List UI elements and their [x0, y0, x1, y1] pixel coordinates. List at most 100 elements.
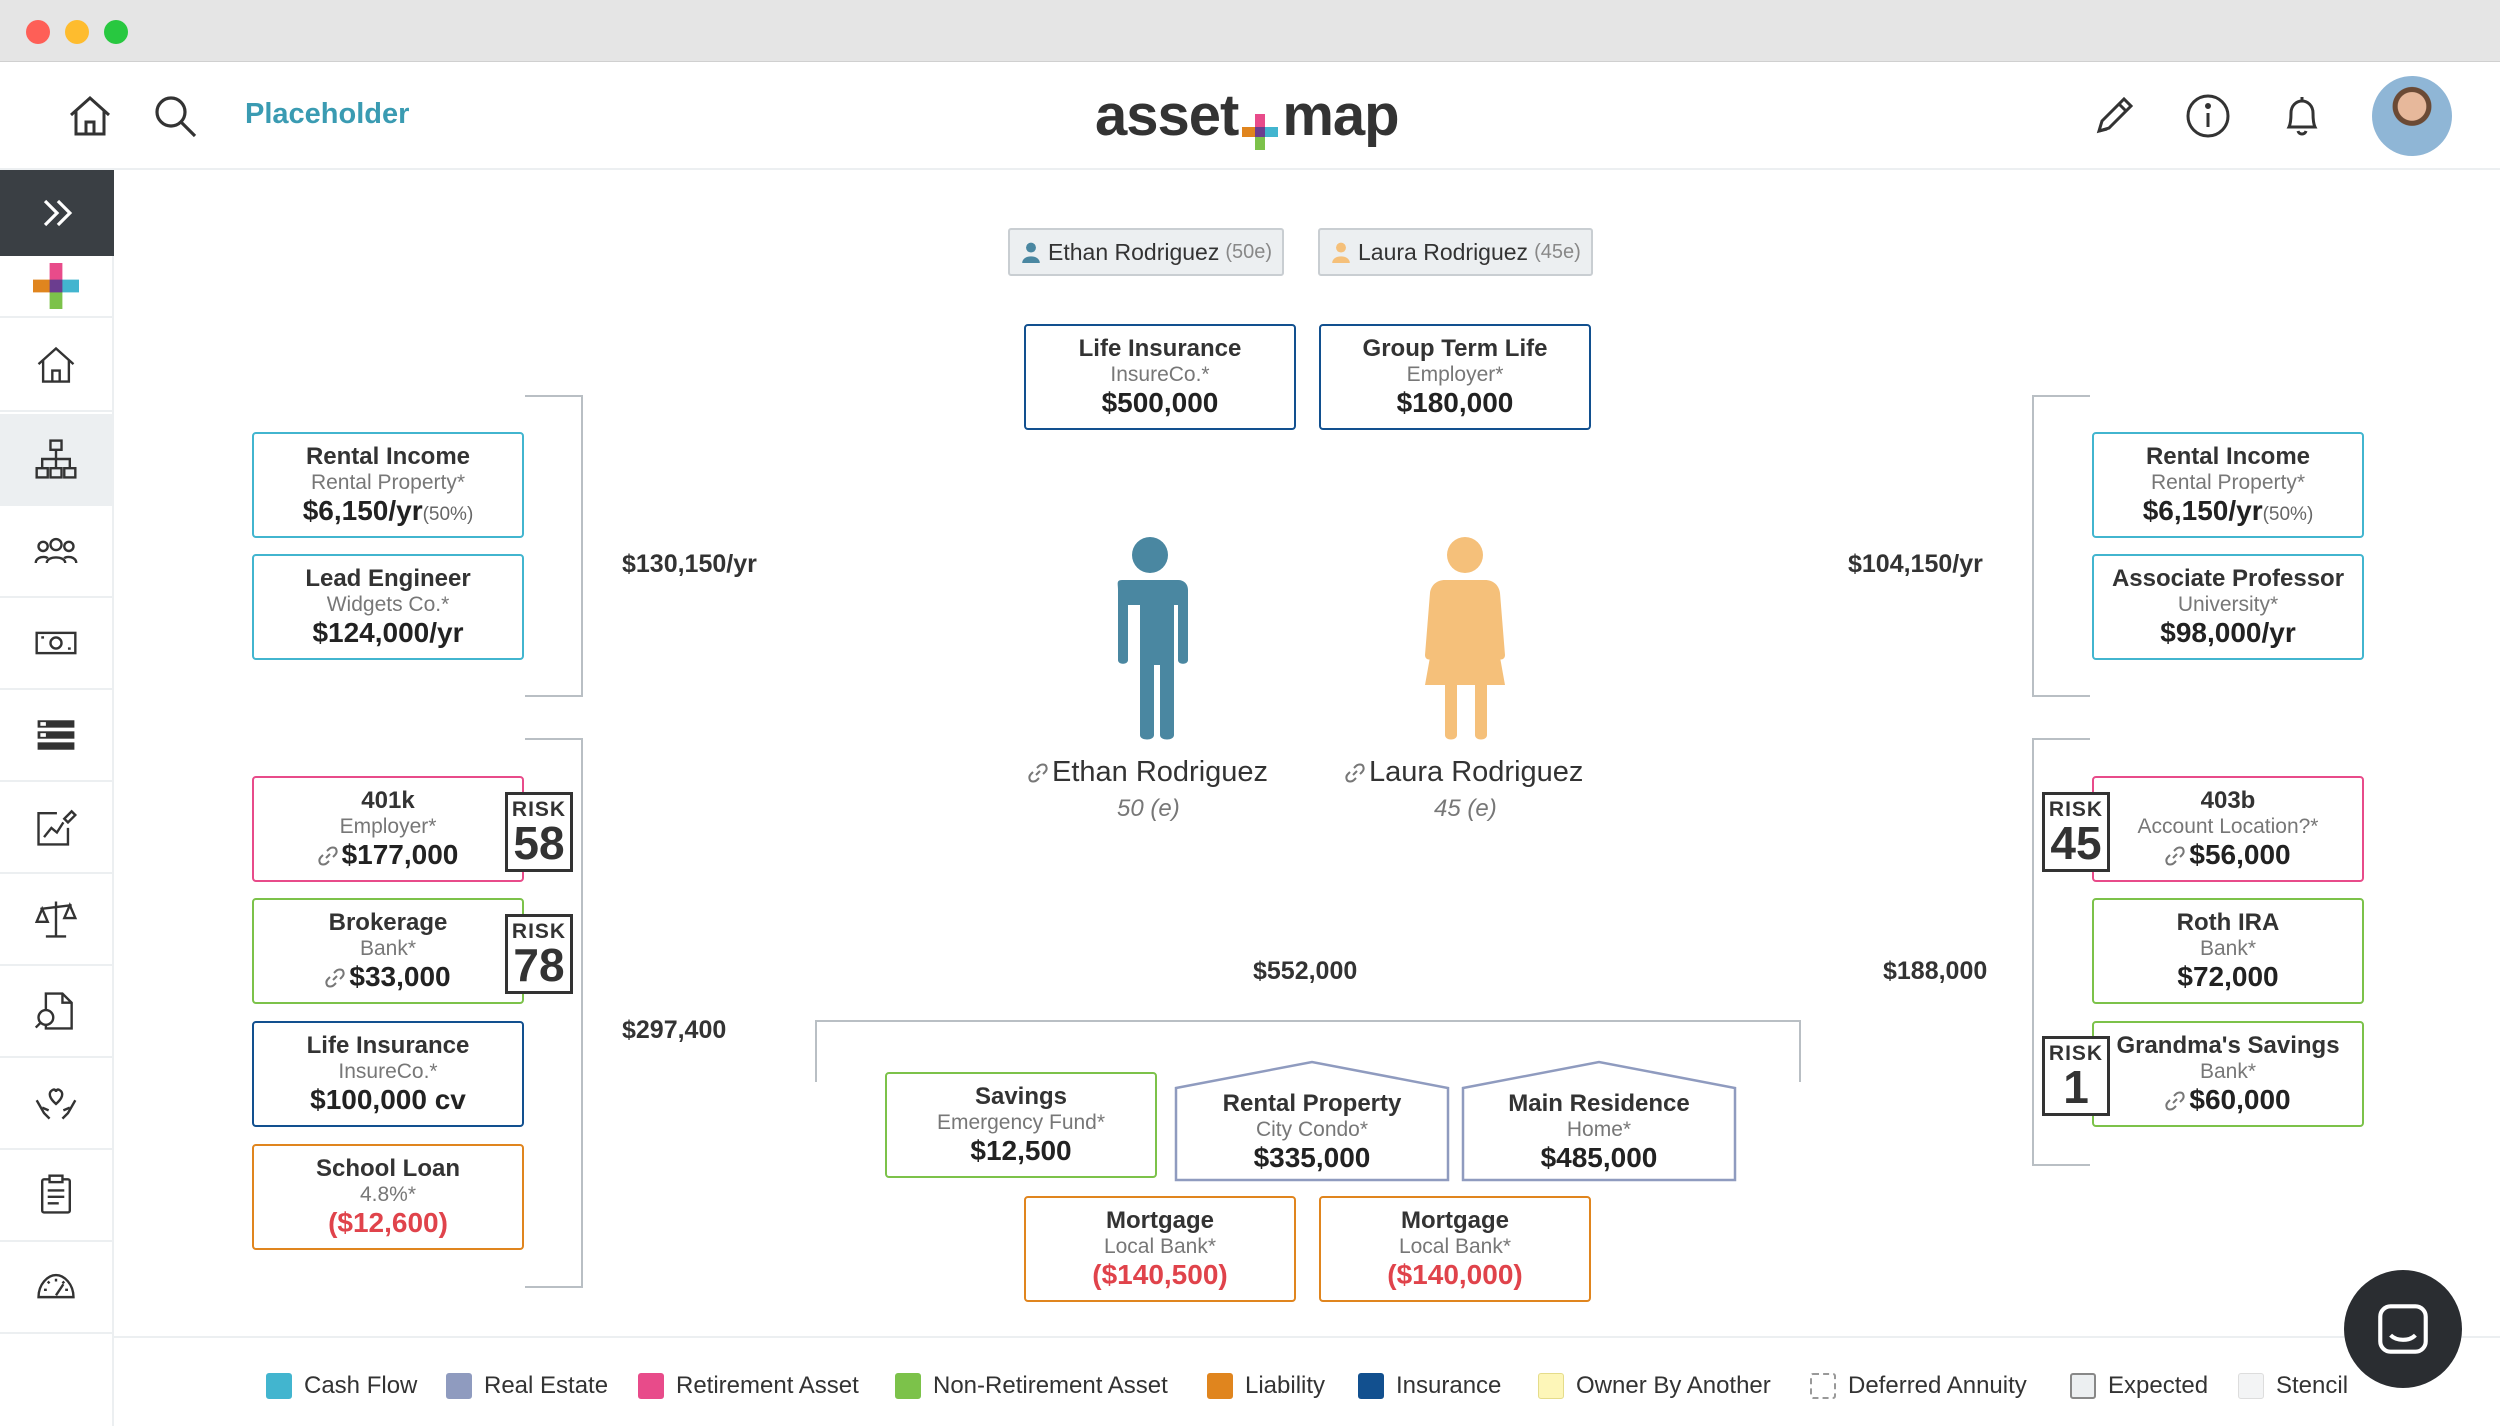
sidebar-item-asset-map[interactable] — [0, 414, 112, 506]
ethan-figure-icon — [1117, 537, 1188, 740]
legend-label: Insurance — [1396, 1372, 1502, 1399]
left-income-card-rental[interactable]: Rental Income Rental Property* $6,150/yr… — [252, 432, 524, 538]
logo-text-left: asset — [1095, 82, 1239, 148]
sidebar-item-balance[interactable] — [0, 874, 112, 966]
plus-logo-icon — [33, 263, 79, 309]
home-icon[interactable] — [62, 88, 118, 144]
right-income-card-rental[interactable]: Rental Income Rental Property* $6,150/yr… — [2092, 432, 2364, 538]
left-asset-card-life-insurance[interactable]: Life Insurance InsureCo.* $100,000 cv — [252, 1021, 524, 1127]
insurance-card-group-term[interactable]: Group Term Life Employer* $180,000 — [1319, 324, 1591, 430]
right-asset-card-403b[interactable]: 403b Account Location?* $56,000 — [2092, 776, 2364, 882]
person-tag-ethan[interactable]: Ethan Rodriguez (50e) — [1008, 228, 1285, 276]
link-icon — [317, 846, 338, 866]
card-value-amount: $60,000 — [2189, 1083, 2291, 1115]
left-asset-card-401k[interactable]: 401k Employer* $177,000 — [252, 776, 524, 882]
right-asset-card-grandmas-savings[interactable]: Grandma's Savings Bank* $60,000 — [2092, 1021, 2364, 1127]
placeholder-link[interactable]: Placeholder — [245, 98, 410, 130]
scales-icon — [34, 901, 78, 938]
risk-badge[interactable]: RISK 78 — [505, 914, 573, 994]
link-icon — [2165, 1091, 2186, 1111]
card-value: $6,150/yr(50%) — [303, 495, 474, 527]
sidebar-item-cash[interactable] — [0, 598, 112, 690]
sidebar-item-documents[interactable] — [0, 966, 112, 1058]
risk-badge[interactable]: RISK 45 — [2042, 792, 2110, 872]
left-income-card-engineer[interactable]: Lead Engineer Widgets Co.* $124,000/yr — [252, 554, 524, 660]
risk-badge[interactable]: RISK 58 — [505, 792, 573, 872]
legend-item-deferred-annuity[interactable]: Deferred Annuity — [1810, 1372, 2027, 1400]
card-title: 403b — [2200, 787, 2256, 815]
right-asset-card-roth-ira[interactable]: Roth IRA Bank* $72,000 — [2092, 898, 2364, 1004]
card-title: Associate Professor — [2111, 565, 2345, 593]
maximize-window-button[interactable] — [104, 20, 128, 44]
legend-item-insurance[interactable]: Insurance — [1358, 1372, 1501, 1400]
sidebar-expand-button[interactable] — [0, 170, 114, 256]
card-value: $56,000 — [2165, 839, 2291, 871]
card-value-percent: (50%) — [2262, 503, 2314, 525]
document-search-icon — [34, 992, 73, 1030]
legend-item-non-retirement-asset[interactable]: Non-Retirement Asset — [895, 1372, 1168, 1400]
legend-swatch — [2238, 1373, 2264, 1399]
person-tag-laura[interactable]: Laura Rodriguez (45e) — [1318, 228, 1593, 276]
legend-item-stencil[interactable]: Stencil — [2238, 1372, 2348, 1400]
card-subtitle: Emergency Fund* — [936, 1110, 1106, 1134]
left-asset-card-brokerage[interactable]: Brokerage Bank* $33,000 — [252, 898, 524, 1004]
card-title: Mortgage — [1401, 1207, 1509, 1235]
legend-swatch — [1358, 1373, 1384, 1399]
card-title: Lead Engineer — [305, 565, 471, 593]
card-value: $12,500 — [970, 1134, 1072, 1166]
legend-item-liability[interactable]: Liability — [1207, 1372, 1325, 1400]
chat-launcher-button[interactable] — [2344, 1270, 2462, 1388]
risk-label: RISK — [2048, 798, 2104, 821]
sidebar-logo-plus — [0, 256, 112, 318]
card-title: Grandma's Savings — [2116, 1032, 2340, 1060]
minimize-window-button[interactable] — [65, 20, 89, 44]
search-icon[interactable] — [147, 88, 203, 144]
info-icon[interactable] — [2180, 88, 2236, 144]
legend-item-cash-flow[interactable]: Cash Flow — [266, 1372, 417, 1400]
card-title: Life Insurance — [1078, 335, 1242, 363]
card-title: Group Term Life — [1362, 335, 1548, 363]
sidebar-item-accounts[interactable] — [0, 690, 112, 782]
avatar[interactable] — [2372, 76, 2452, 156]
insurance-card-life[interactable]: Life Insurance InsureCo.* $500,000 — [1024, 324, 1296, 430]
legend-item-owner-by-another[interactable]: Owner By Another — [1538, 1372, 1771, 1400]
double-chevron-right-icon — [43, 199, 73, 227]
joint-asset-card-main-residence[interactable]: Main Residence Home* $485,000 — [1463, 1084, 1735, 1180]
joint-asset-card-savings[interactable]: Savings Emergency Fund* $12,500 — [885, 1072, 1157, 1178]
legend-item-retirement-asset[interactable]: Retirement Asset — [638, 1372, 859, 1400]
sidebar-item-home[interactable] — [0, 320, 112, 412]
card-value: $60,000 — [2165, 1083, 2291, 1116]
sidebar-item-care[interactable] — [0, 1058, 112, 1150]
card-title: Mortgage — [1106, 1207, 1214, 1235]
joint-asset-card-rental-property[interactable]: Rental Property City Condo* $335,000 — [1176, 1084, 1448, 1180]
person-name-ethan[interactable]: Ethan Rodriguez — [1028, 756, 1268, 789]
card-subtitle: Bank* — [2199, 1059, 2257, 1083]
sidebar-item-dashboard[interactable] — [0, 1242, 112, 1334]
card-value: $500,000 — [1101, 386, 1219, 418]
risk-value: 58 — [513, 817, 565, 869]
legend-item-real-estate[interactable]: Real Estate — [446, 1372, 608, 1400]
legend-swatch — [1207, 1373, 1233, 1399]
sidebar-item-notes[interactable] — [0, 1150, 112, 1242]
right-income-card-professor[interactable]: Associate Professor University* $98,000/… — [2092, 554, 2364, 660]
bell-icon[interactable] — [2274, 88, 2330, 144]
pencil-icon[interactable] — [2086, 88, 2142, 144]
right-assets-bracket — [2032, 738, 2090, 1166]
sidebar — [0, 170, 114, 1426]
right-income-bracket — [2032, 395, 2090, 697]
left-liability-card-school-loan[interactable]: School Loan 4.8%* ($12,600) — [252, 1144, 524, 1250]
user-icon — [1332, 242, 1350, 263]
sidebar-item-reports[interactable] — [0, 782, 112, 874]
sidebar-item-members[interactable] — [0, 506, 112, 598]
joint-liability-card-mortgage-residence[interactable]: Mortgage Local Bank* ($140,000) — [1319, 1196, 1591, 1302]
card-title: School Loan — [316, 1155, 460, 1183]
close-window-button[interactable] — [26, 20, 50, 44]
chat-icon — [2378, 1304, 2428, 1354]
risk-badge[interactable]: RISK 1 — [2042, 1036, 2110, 1116]
legend-swatch — [895, 1373, 921, 1399]
legend-label: Owner By Another — [1576, 1372, 1771, 1399]
joint-liability-card-mortgage-rental[interactable]: Mortgage Local Bank* ($140,500) — [1024, 1196, 1296, 1302]
person-name-laura[interactable]: Laura Rodriguez — [1345, 756, 1583, 789]
house-outline-residence — [1461, 1060, 1737, 1182]
legend-item-expected[interactable]: Expected — [2070, 1372, 2208, 1400]
